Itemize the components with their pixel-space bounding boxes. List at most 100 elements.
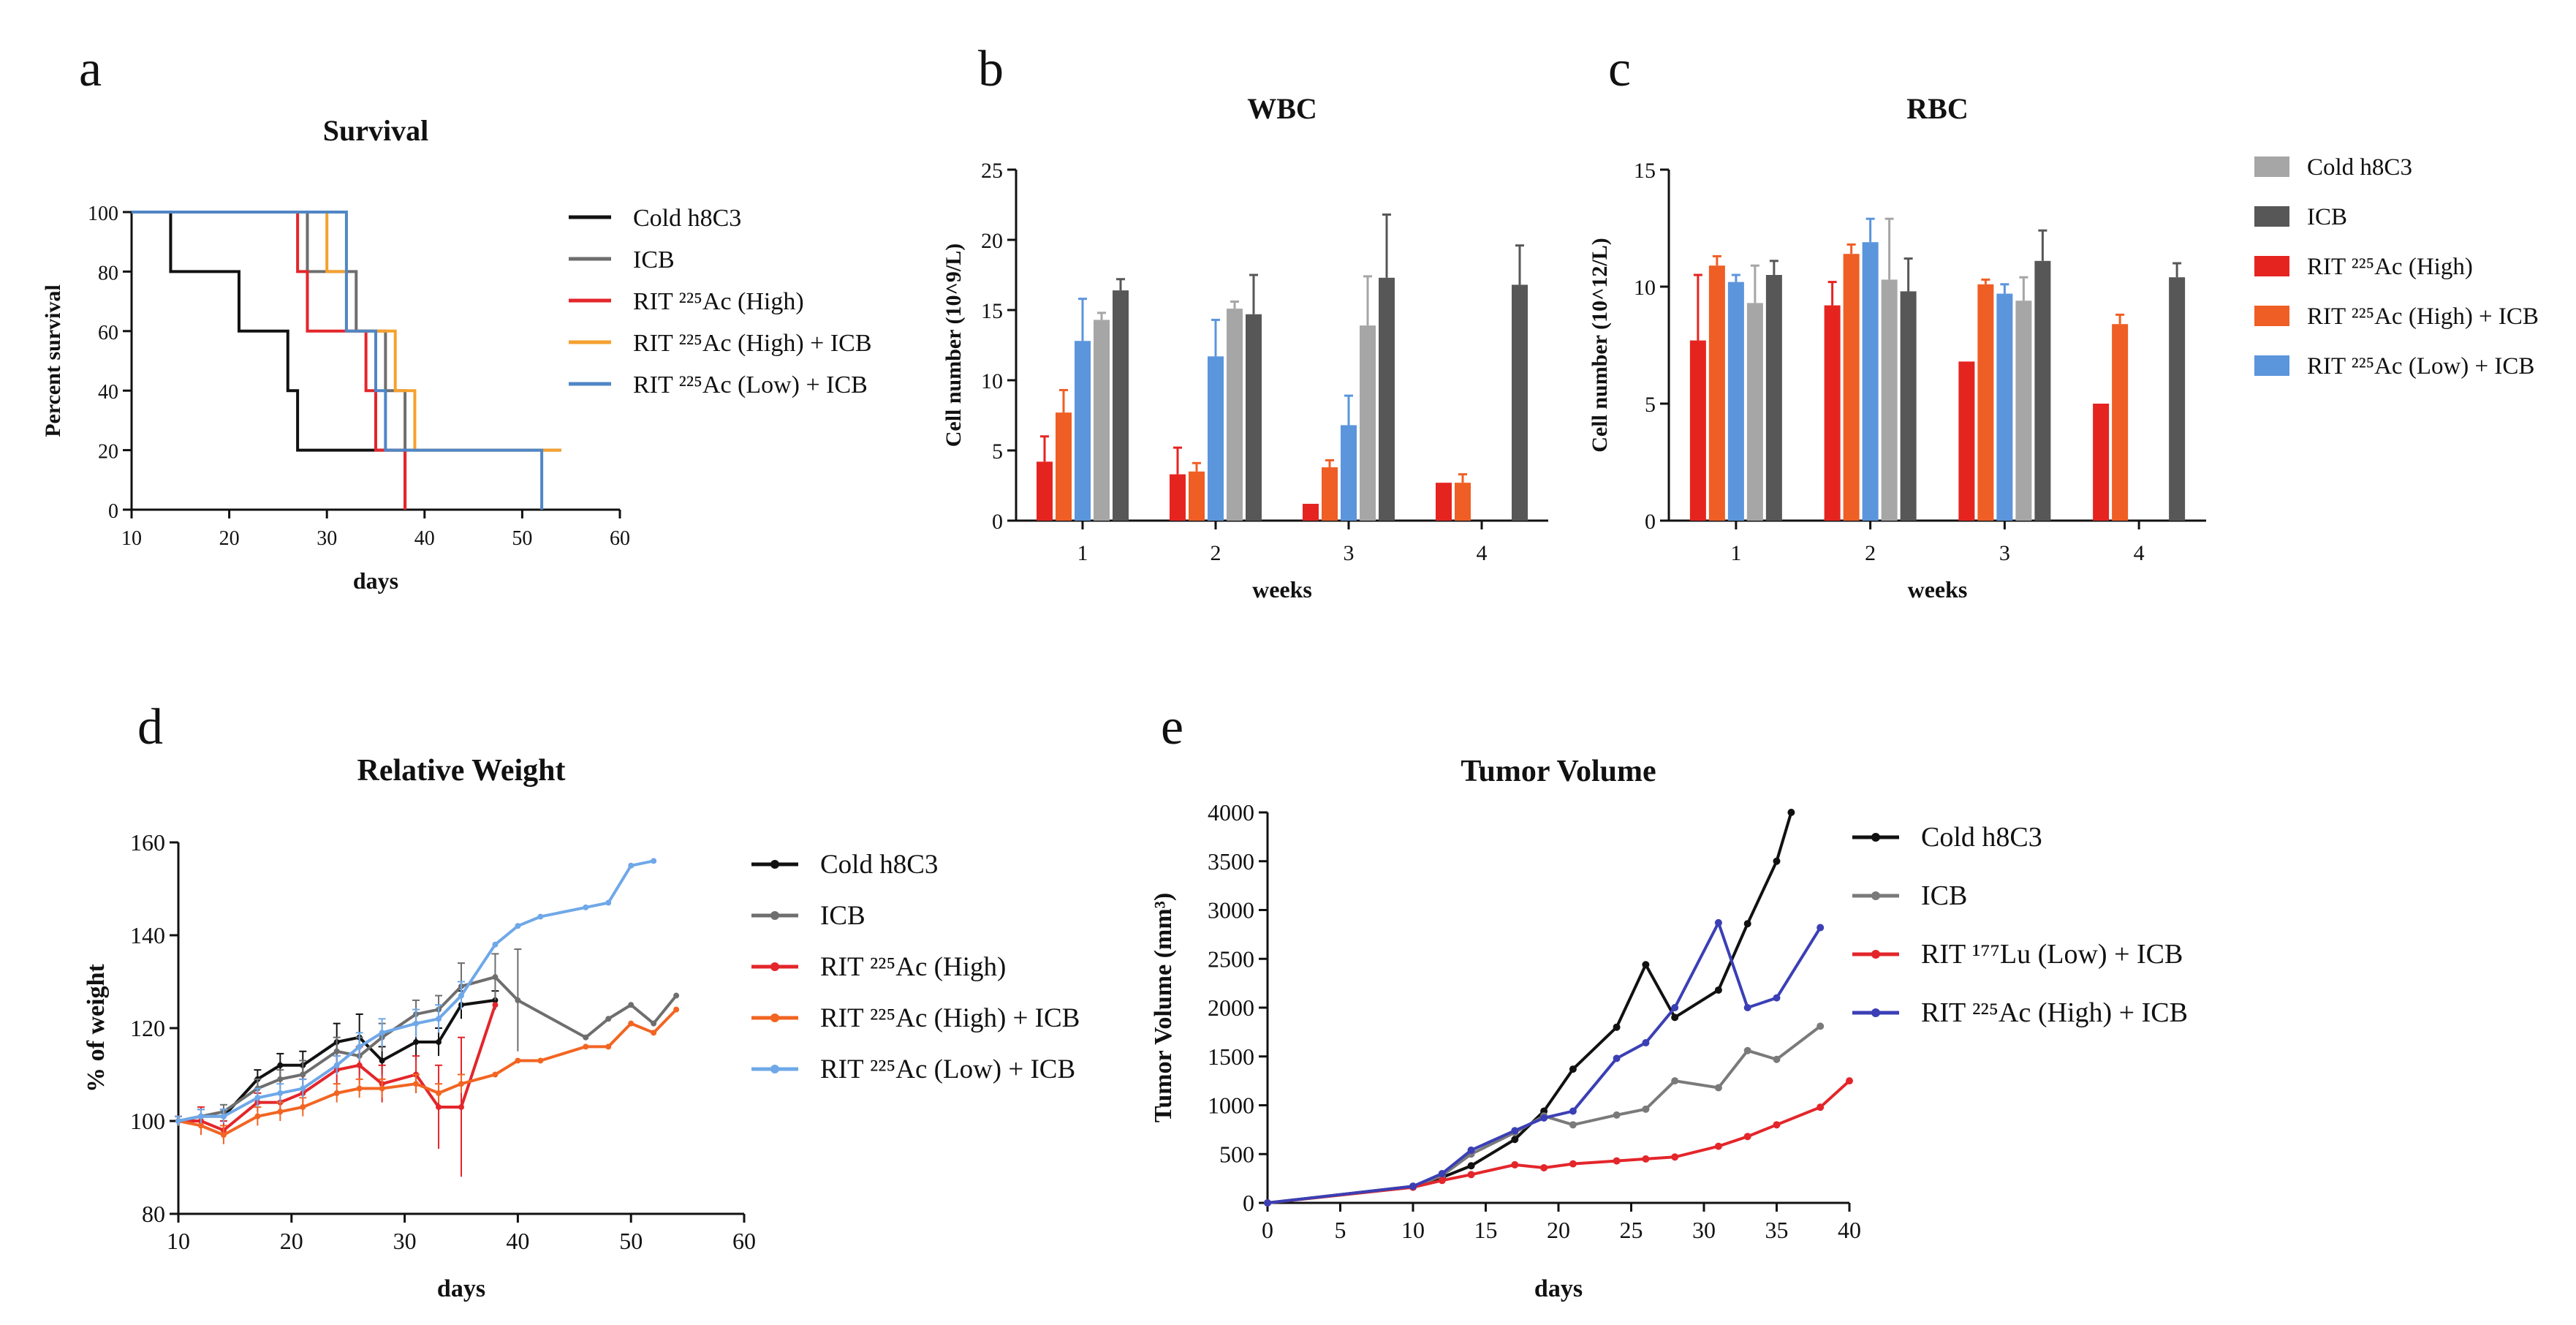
e-point-1-11 xyxy=(1743,1046,1751,1054)
e-legend-label-1: ICB xyxy=(1921,880,1967,911)
d-point-4-13 xyxy=(515,923,521,929)
c-bar-3-1 xyxy=(1881,279,1898,521)
e-point-2-4 xyxy=(1511,1160,1519,1169)
d-point-4-11 xyxy=(458,992,464,999)
b-bar-3-0 xyxy=(1094,320,1110,521)
d-point-3-18 xyxy=(651,1030,657,1036)
e-point-1-7 xyxy=(1613,1111,1621,1119)
d-x-tick-label: 10 xyxy=(167,1228,190,1254)
e-x-tick-label: 40 xyxy=(1838,1217,1861,1243)
e-point-0-9 xyxy=(1671,1013,1679,1022)
d-point-3-6 xyxy=(333,1090,340,1096)
b-bar-1-1 xyxy=(1189,471,1205,521)
c-bar-0-0 xyxy=(1689,340,1706,521)
d-point-1-4 xyxy=(277,1076,284,1082)
e-point-0-4 xyxy=(1511,1136,1519,1144)
c-bar-0-3 xyxy=(2093,404,2110,521)
d-x-tick-label: 50 xyxy=(619,1228,643,1254)
d-point-4-18 xyxy=(651,858,657,864)
d-point-4-2 xyxy=(220,1113,227,1120)
d-point-4-4 xyxy=(277,1090,284,1096)
d-x-tick-label: 20 xyxy=(280,1228,303,1254)
panel-label-b: b xyxy=(978,41,1004,97)
b-title: WBC xyxy=(1247,92,1317,125)
d-point-3-16 xyxy=(605,1043,612,1050)
e-y-tick-label: 1000 xyxy=(1208,1092,1254,1119)
c-x-tick-label: 1 xyxy=(1730,541,1741,565)
e-y-tick-label: 3500 xyxy=(1208,848,1254,875)
d-legend-marker-2 xyxy=(770,962,779,971)
e-point-3-9 xyxy=(1671,1004,1679,1011)
e-legend-marker-1 xyxy=(1871,891,1880,900)
e-y-tick-label: 4000 xyxy=(1208,799,1254,826)
a-legend-label-4: RIT ²²⁵Ac (Low) + ICB xyxy=(633,371,868,399)
a-legend-label-1: ICB xyxy=(633,246,675,273)
d-point-4-9 xyxy=(413,1020,420,1027)
b-y-tick-label: 15 xyxy=(981,299,1003,323)
c-bar-0-2 xyxy=(1958,361,1975,521)
e-x-tick-label: 15 xyxy=(1474,1217,1498,1243)
b-bar-4-2 xyxy=(1379,277,1395,521)
a-x-tick-label: 20 xyxy=(219,527,240,550)
c-bar-4-3 xyxy=(2169,277,2186,521)
e-legend-marker-0 xyxy=(1871,833,1880,842)
c-bar-4-2 xyxy=(2034,260,2051,521)
c-legend-label-1: ICB xyxy=(2307,204,2347,230)
c-y-tick-label: 5 xyxy=(1645,393,1656,417)
e-point-0-8 xyxy=(1642,961,1650,969)
e-point-3-13 xyxy=(1817,924,1825,932)
c-legend-swatch-3 xyxy=(2254,306,2289,326)
panel-label-c: c xyxy=(1608,41,1632,97)
e-point-3-7 xyxy=(1613,1054,1621,1062)
d-point-3-4 xyxy=(277,1109,284,1115)
e-point-3-11 xyxy=(1743,1004,1751,1011)
e-series-2 xyxy=(1267,1079,1851,1204)
a-series-2 xyxy=(132,211,407,510)
b-x-tick-label: 1 xyxy=(1077,541,1088,565)
a-series-4 xyxy=(132,211,544,510)
d-point-4-17 xyxy=(628,862,634,869)
d-point-1-5 xyxy=(300,1071,306,1078)
e-point-3-0 xyxy=(1264,1199,1271,1207)
e-point-2-5 xyxy=(1540,1163,1548,1171)
e-point-2-14 xyxy=(1846,1077,1853,1085)
e-title: Tumor Volume xyxy=(1461,755,1656,788)
b-bar-4-0 xyxy=(1113,290,1129,521)
e-point-3-4 xyxy=(1511,1127,1519,1135)
e-point-3-1 xyxy=(1409,1182,1417,1190)
c-legend-swatch-0 xyxy=(2254,156,2289,177)
c-x-tick-label: 4 xyxy=(2134,541,2145,565)
e-point-2-11 xyxy=(1743,1133,1751,1141)
e-point-1-8 xyxy=(1642,1105,1650,1113)
d-point-2-10 xyxy=(436,1103,442,1110)
b-bar-4-3 xyxy=(1512,284,1528,521)
c-legend-label-3: RIT ²²⁵Ac (High) + ICB xyxy=(2307,303,2539,330)
d-y-tick-label: 160 xyxy=(130,829,165,856)
e-point-0-10 xyxy=(1714,986,1722,994)
e-series-3 xyxy=(1267,918,1822,1204)
e-x-tick-label: 20 xyxy=(1547,1217,1570,1243)
e-y-tick-label: 500 xyxy=(1219,1141,1254,1167)
a-x-axis-label: days xyxy=(353,567,398,594)
e-point-2-10 xyxy=(1714,1142,1722,1150)
d-point-3-2 xyxy=(220,1132,227,1139)
c-bar-0-1 xyxy=(1824,305,1841,521)
e-point-0-3 xyxy=(1467,1162,1475,1170)
e-x-tick-label: 5 xyxy=(1335,1217,1346,1243)
d-legend-label-3: RIT ²²⁵Ac (High) + ICB xyxy=(820,1003,1080,1033)
d-point-1-6 xyxy=(333,1048,340,1054)
a-x-tick-label: 60 xyxy=(610,527,630,550)
d-point-4-0 xyxy=(175,1118,181,1124)
d-point-3-13 xyxy=(515,1057,521,1064)
e-y-tick-label: 3000 xyxy=(1208,897,1254,924)
b-bar-4-1 xyxy=(1246,314,1262,521)
c-bar-1-3 xyxy=(2112,324,2129,521)
e-point-2-7 xyxy=(1613,1157,1621,1165)
d-point-4-12 xyxy=(492,941,499,948)
b-bar-2-1 xyxy=(1208,356,1224,521)
d-point-0-10 xyxy=(436,1039,442,1046)
d-legend-marker-1 xyxy=(770,911,779,920)
a-y-tick-label: 20 xyxy=(98,441,118,464)
c-y-axis-label: Cell number (10^12/L) xyxy=(1588,238,1612,453)
